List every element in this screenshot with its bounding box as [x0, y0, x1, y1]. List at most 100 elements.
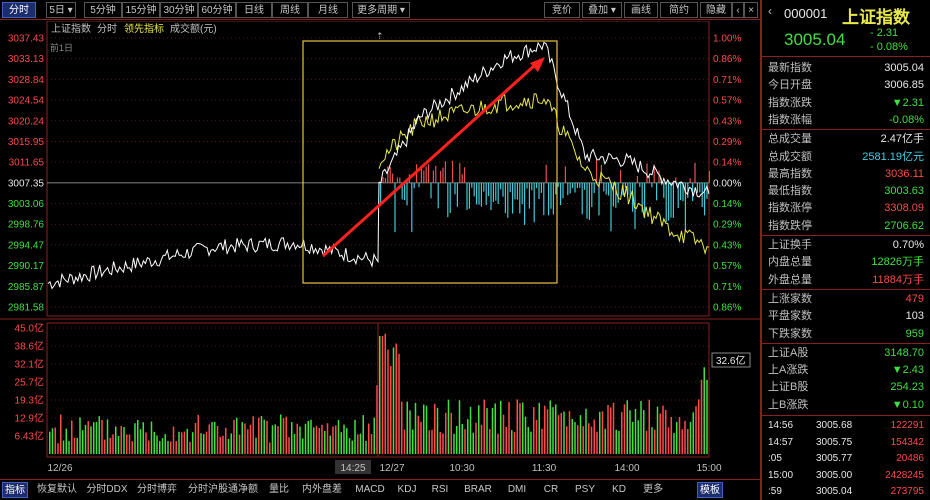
tab-daily[interactable]: 日线 [236, 2, 272, 18]
auction-button[interactable]: 竞价 [544, 2, 580, 18]
flow-bar-down [468, 182, 470, 209]
quote-row: 指数涨跌 ▼2.31 [768, 95, 924, 112]
tick-row: :59 3005.04 273795 [768, 484, 924, 500]
current-price: 3005.04 [784, 30, 846, 49]
quote-label: 上A涨跌 [768, 364, 809, 377]
volume-bar [335, 425, 337, 454]
volume-bar [258, 417, 260, 454]
quote-row: 指数跌停 2706.62 [768, 218, 924, 235]
flow-bar-down [574, 182, 576, 193]
indicator-tab-2[interactable]: 分时DDX [86, 484, 128, 495]
indicator-tab-13[interactable]: PSY [574, 484, 595, 495]
indicator-tab-11[interactable]: DMI [507, 484, 527, 495]
flow-bar-down [509, 182, 511, 193]
x-tick: 14:25 [340, 463, 365, 474]
prev-day-label: 前1日 [50, 42, 73, 53]
volume-bar [181, 432, 183, 454]
flow-bar-down [550, 182, 552, 209]
volume-bar [271, 425, 274, 454]
volume-bar [90, 426, 92, 454]
volume-bar [621, 412, 623, 454]
flow-bar-up [653, 164, 655, 183]
volume-bar [326, 423, 329, 454]
quote-value: 103 [905, 310, 924, 323]
tick-time: 14:56 [768, 420, 794, 431]
indicator-tab-15[interactable]: 更多 [643, 484, 663, 495]
flow-bar-down [490, 182, 492, 211]
tab-5day[interactable]: 5日 ▾ [46, 2, 76, 18]
indicator-tab-8[interactable]: KDJ [397, 484, 417, 495]
indicator-tab-6[interactable]: 内外盘差 [302, 484, 342, 495]
y-axis-left: 3037.43 3033.13 3028.84 3024.54 3020.24 3015.… [8, 34, 45, 314]
volume-bar [706, 379, 708, 454]
chevron-left-icon[interactable]: ‹ [768, 4, 772, 18]
volume-bar [497, 433, 499, 454]
volume-bar [238, 434, 241, 454]
y-tick-left: 3003.06 [8, 199, 45, 210]
quote-value: ▼2.31 [891, 96, 924, 109]
tick-price: 3005.68 [816, 420, 853, 431]
volume-bar [398, 353, 400, 454]
volume-bar [324, 431, 326, 454]
volume-bar [175, 441, 177, 454]
indicator-tab-7[interactable]: MACD [355, 484, 385, 495]
indicator-tab-3[interactable]: 分时博弈 [137, 484, 177, 495]
volume-bar [115, 426, 117, 454]
volume-bar [230, 433, 232, 454]
volume-bar [648, 399, 650, 454]
overlay-button[interactable]: 叠加 ▾ [582, 2, 622, 18]
volume-bar [293, 434, 296, 454]
quote-label: 上证换手 [768, 239, 812, 251]
volume-bar [49, 431, 51, 454]
y-tick-right: 0.57% [713, 261, 741, 272]
volume-bar [192, 432, 194, 454]
tab-15min[interactable]: 15分钟 [122, 2, 160, 18]
tab-5min[interactable]: 5分钟 [84, 2, 122, 18]
indicator-tab-10[interactable]: BRAR [464, 484, 492, 495]
close-icon[interactable]: × [744, 2, 758, 18]
indicator-tab-9[interactable]: RSI [431, 484, 449, 495]
indicator-tab-0[interactable]: 指标 [2, 482, 28, 498]
legend-index-name: 上证指数 [51, 22, 91, 35]
flow-bars [380, 159, 710, 233]
volume-current-box [711, 352, 751, 368]
trend-arrowhead [530, 57, 545, 72]
flow-bar-down [497, 182, 499, 204]
indicator-tab-4[interactable]: 分时沪股通净额 [188, 484, 258, 495]
timeshare-chart[interactable]: 3037.43 3033.13 3028.84 3024.54 3020.24 3015.… [0, 21, 760, 479]
tab-timeshare[interactable]: 分时 [2, 2, 36, 18]
quote-value: ▼0.10 [891, 398, 924, 411]
indicator-tab-14[interactable]: KD [612, 484, 626, 495]
quote-value: 3036.11 [885, 167, 924, 180]
flow-bar-down [617, 182, 619, 203]
volume-bar [263, 419, 265, 454]
tab-30min[interactable]: 30分钟 [160, 2, 198, 18]
indicator-tab-16[interactable]: 模板 [697, 482, 723, 498]
flow-bar-down [521, 182, 523, 205]
volume-bar [357, 434, 359, 454]
indicator-tab-5[interactable]: 量比 [269, 484, 289, 495]
volume-bar [640, 400, 642, 454]
indicator-tab-12[interactable]: CR [543, 484, 559, 495]
collapse-icon[interactable]: ‹ [732, 2, 744, 18]
volume-bar [571, 419, 573, 454]
hide-button[interactable]: 隐藏 [700, 2, 732, 18]
x-tick: 12/26 [47, 463, 72, 474]
simple-button[interactable]: 简约 [660, 2, 698, 18]
quote-value: 12826万手 [871, 256, 924, 269]
draw-line-button[interactable]: 画线 [624, 2, 658, 18]
y-tick-right: 1.00% [713, 34, 741, 45]
flow-bar-down [656, 182, 658, 201]
tab-monthly[interactable]: 月线 [308, 2, 348, 18]
indicator-tab-1[interactable]: 恢复默认 [37, 484, 77, 495]
tab-60min[interactable]: 60分钟 [198, 2, 236, 18]
volume-bar [425, 405, 428, 454]
tab-weekly[interactable]: 周线 [272, 2, 308, 18]
flow-bar-down [538, 182, 540, 199]
flow-bar-down [562, 182, 564, 199]
flow-bar-down [404, 182, 406, 201]
y-tick-right: 0.14% [713, 158, 741, 169]
y-tick-left: 2998.76 [8, 220, 45, 231]
volume-bar [519, 403, 521, 454]
tab-more-periods[interactable]: 更多周期 ▾ [352, 2, 410, 18]
